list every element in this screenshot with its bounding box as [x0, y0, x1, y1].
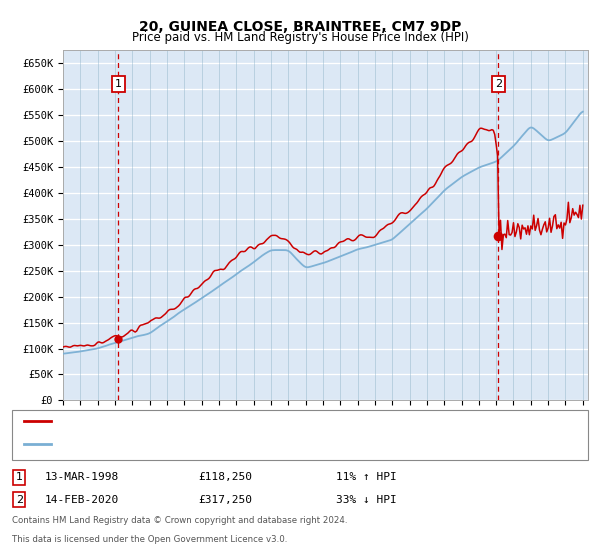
Text: This data is licensed under the Open Government Licence v3.0.: This data is licensed under the Open Gov…	[12, 535, 287, 544]
Text: 20, GUINEA CLOSE, BRAINTREE, CM7 9DP (detached house): 20, GUINEA CLOSE, BRAINTREE, CM7 9DP (de…	[56, 416, 366, 426]
Text: £118,250: £118,250	[198, 472, 252, 482]
Text: str: str	[0, 559, 1, 560]
Text: 11% ↑ HPI: 11% ↑ HPI	[336, 472, 397, 482]
Text: HPI: Average price, detached house, Braintree: HPI: Average price, detached house, Brai…	[56, 438, 297, 449]
Text: Price paid vs. HM Land Registry's House Price Index (HPI): Price paid vs. HM Land Registry's House …	[131, 31, 469, 44]
Text: 14-FEB-2020: 14-FEB-2020	[45, 494, 119, 505]
Text: 20, GUINEA CLOSE, BRAINTREE, CM7 9DP: 20, GUINEA CLOSE, BRAINTREE, CM7 9DP	[139, 20, 461, 34]
Text: 1: 1	[16, 472, 23, 482]
Text: 33% ↓ HPI: 33% ↓ HPI	[336, 494, 397, 505]
Text: 2: 2	[16, 494, 23, 505]
Text: 13-MAR-1998: 13-MAR-1998	[45, 472, 119, 482]
Text: Contains HM Land Registry data © Crown copyright and database right 2024.: Contains HM Land Registry data © Crown c…	[12, 516, 347, 525]
Text: £317,250: £317,250	[198, 494, 252, 505]
Text: 1: 1	[115, 79, 122, 89]
Text: 2: 2	[494, 79, 502, 89]
